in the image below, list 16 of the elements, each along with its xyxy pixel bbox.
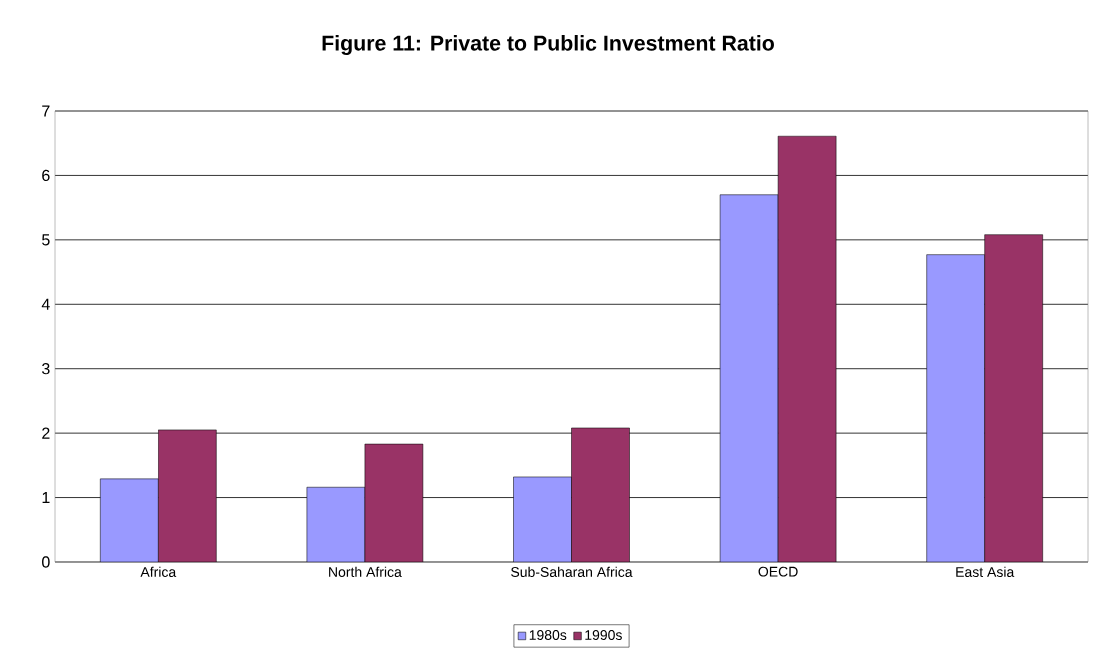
y-tick-label: 0: [42, 556, 50, 568]
x-tick-label: North Africa: [329, 566, 402, 577]
chart-title: Figure 11: Private to Public Investment Ratio: [322, 35, 774, 55]
y-tick-label: 7: [42, 105, 50, 117]
y-tick-label: 4: [41, 298, 50, 310]
y-tick-label: 6: [42, 169, 50, 182]
x-tick-label: Sub-Saharan Africa: [511, 566, 633, 577]
x-tick-label: Africa: [140, 566, 177, 577]
y-tick-label: 1: [42, 492, 50, 504]
x-tick-label: OECD: [758, 566, 798, 577]
y-tick-label: 3: [42, 363, 50, 375]
legend-label: 1990s: [585, 630, 622, 640]
y-tick-label: 5: [42, 234, 50, 246]
legend-label: 1980s: [529, 630, 567, 640]
x-tick-label: East Asia: [956, 566, 1015, 577]
y-tick-label: 2: [42, 427, 50, 439]
